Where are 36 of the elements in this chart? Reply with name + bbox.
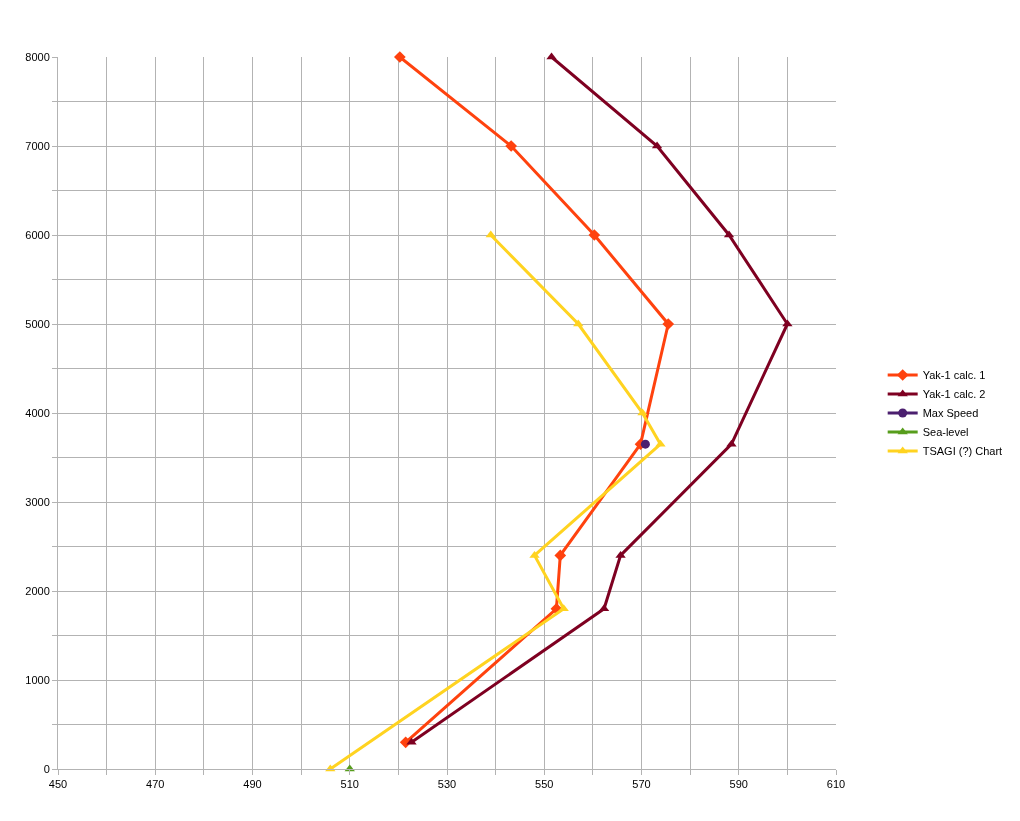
point [558,604,569,612]
x-tick-label: 550 [535,778,554,791]
y-tick-label: 6000 [25,228,50,241]
point [393,51,406,63]
legend-label: Yak-1 calc. 2 [922,388,986,401]
x-tick-label: 510 [340,778,359,791]
legend-label: TSAGI (?) Chart [922,445,1003,458]
x-tick-label: 490 [243,778,262,791]
point [588,229,601,241]
x-tick-label: 590 [729,778,748,791]
x-tick-label: 470 [146,778,165,791]
point [406,737,417,745]
x-tick-label: 530 [437,778,457,791]
y-tick-label: 7000 [25,139,50,152]
x-tick-label: 570 [632,778,651,791]
point [485,230,496,238]
point [529,550,540,558]
point [662,318,675,330]
y-tick-label: 5000 [25,317,50,330]
point [615,550,626,558]
legend-label: Max Speed [922,407,979,420]
point [554,549,567,562]
y-tick-label: 2000 [25,584,50,597]
legend-label: Sea-level [922,426,969,439]
point [546,52,557,60]
point [505,140,518,152]
point [637,408,648,416]
y-tick-label: 1000 [25,673,50,686]
x-tick-label: 610 [826,778,846,791]
legend-label: Yak-1 calc. 1 [922,369,986,382]
y-tick-label: 3000 [25,495,50,508]
point [573,319,584,327]
y-tick-label: 8000 [25,50,50,63]
y-tick-label: 4000 [25,406,50,419]
x-tick-label: 450 [48,778,68,791]
y-tick-label: 0 [43,762,50,775]
